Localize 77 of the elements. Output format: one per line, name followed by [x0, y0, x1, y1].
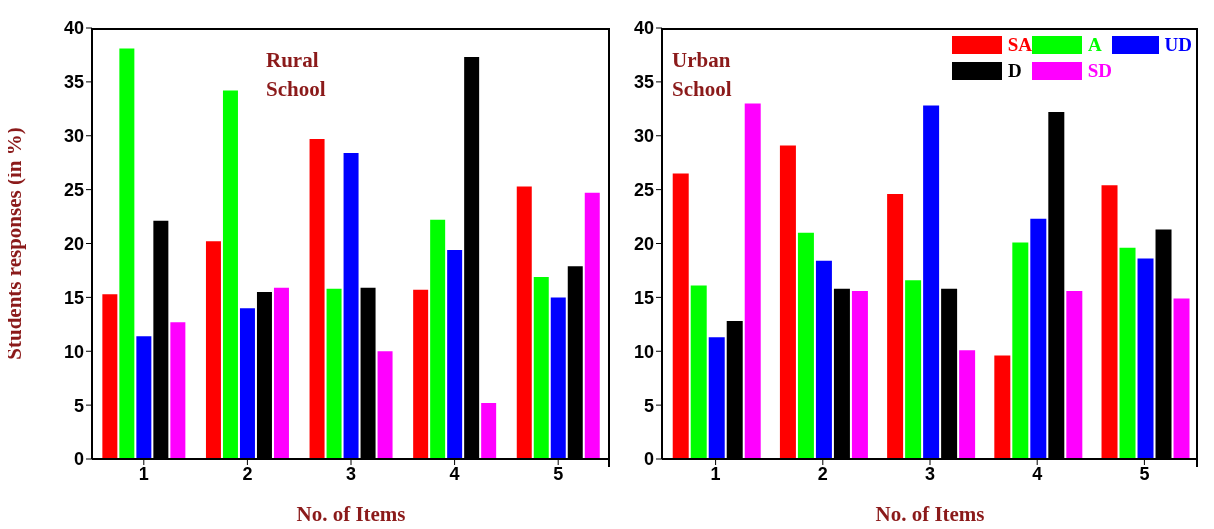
- bar: [447, 249, 463, 459]
- legend-label: D: [1008, 60, 1022, 82]
- x-tick-label: 5: [1139, 463, 1150, 484]
- bar: [1066, 290, 1083, 459]
- bar: [102, 294, 118, 459]
- x-tick-label: 5: [553, 463, 564, 484]
- bar: [1119, 247, 1136, 459]
- bar: [239, 308, 255, 459]
- y-tick-label: 30: [633, 126, 654, 147]
- x-tick-label: 1: [710, 463, 721, 484]
- bar: [343, 152, 359, 459]
- bar: [1012, 242, 1029, 459]
- y-tick-label: 35: [63, 72, 84, 93]
- y-tick-label: 40: [633, 18, 654, 39]
- bar: [309, 138, 325, 459]
- bar: [905, 280, 922, 459]
- x-tick-label: 4: [449, 463, 460, 484]
- bar: [273, 287, 289, 459]
- x-tick-label: 3: [345, 463, 357, 484]
- y-tick-label: 10: [633, 341, 654, 362]
- bar: [797, 232, 814, 459]
- bar: [779, 145, 796, 459]
- bar: [708, 337, 725, 459]
- x-tick-label: 2: [817, 463, 828, 484]
- annotation: Rural School: [266, 47, 327, 103]
- x-tick-label: 2: [242, 463, 253, 484]
- bar: [744, 103, 761, 459]
- bar: [550, 297, 566, 459]
- legend-label: SD: [1087, 60, 1112, 82]
- y-tick-label: 10: [63, 341, 84, 362]
- bar: [672, 173, 689, 459]
- annotation: Urban School: [672, 47, 733, 103]
- legend-label: SA: [1007, 34, 1032, 56]
- bar: [815, 260, 832, 459]
- bar: [136, 336, 152, 459]
- y-tick-label: 20: [63, 233, 84, 254]
- bar: [377, 351, 393, 459]
- y-tick-label: 15: [633, 287, 654, 308]
- y-tick-label: 25: [633, 180, 654, 201]
- bar: [481, 402, 497, 459]
- x-tick-label: 4: [1032, 463, 1043, 484]
- y-tick-label: 20: [633, 233, 654, 254]
- y-tick-label: 0: [643, 449, 654, 470]
- bar: [584, 192, 600, 459]
- bar: [222, 90, 238, 459]
- x-axis-title: No. of Items: [296, 502, 406, 526]
- x-tick-label: 3: [924, 463, 936, 484]
- bar: [1137, 258, 1154, 459]
- y-tick-label: 35: [633, 72, 654, 93]
- y-tick-label: 25: [63, 180, 84, 201]
- bar: [170, 322, 186, 459]
- y-tick-label: 5: [643, 395, 654, 416]
- y-tick-label: 5: [73, 395, 84, 416]
- bar: [533, 276, 549, 459]
- x-axis-title: No. of Items: [875, 502, 985, 526]
- bar: [205, 241, 221, 459]
- y-tick-label: 40: [63, 18, 84, 39]
- y-tick-label: 0: [73, 449, 84, 470]
- bar: [851, 290, 868, 459]
- bar: [923, 105, 940, 459]
- legend-label: UD: [1164, 34, 1192, 56]
- bar: [959, 350, 976, 459]
- bar: [1173, 298, 1190, 459]
- bar: [1101, 185, 1118, 459]
- legend-label: A: [1088, 34, 1102, 56]
- bar: [413, 289, 429, 459]
- y-tick-label: 15: [63, 287, 84, 308]
- y-tick-label: 30: [63, 126, 84, 147]
- bar: [994, 355, 1011, 459]
- bar: [690, 285, 707, 459]
- bar: [326, 288, 342, 459]
- bar: [430, 219, 446, 459]
- x-tick-label: 1: [138, 463, 149, 484]
- bar: [1030, 218, 1047, 459]
- bar: [887, 193, 904, 459]
- bar: [119, 48, 135, 459]
- bar: [516, 186, 532, 459]
